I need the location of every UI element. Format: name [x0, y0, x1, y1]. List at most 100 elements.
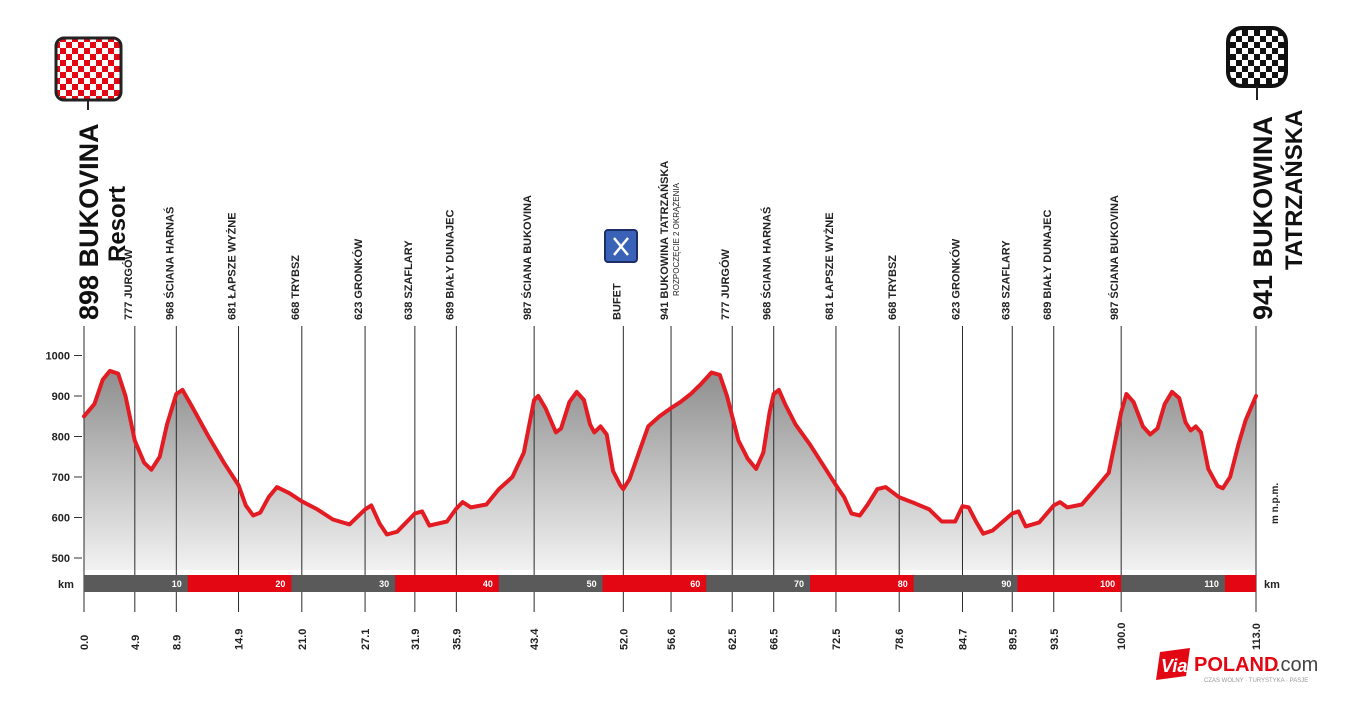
km-bar-segment — [1017, 575, 1122, 592]
waypoint-label: 689 BIAŁY DUNAJEC — [1042, 210, 1054, 320]
waypoint-name: 681 ŁAPSZE WYŻNE — [823, 212, 836, 320]
waypoint-label: 638 SZAFLARY — [1000, 240, 1012, 320]
waypoint-label: 941 BUKOWINA TATRZAŃSKA ROZPOCZĘCIE 2 OKR… — [658, 161, 681, 320]
waypoint-label: 987 ŚCIANA BUKOVINA — [521, 195, 534, 320]
waypoint-label: 623 GRONKÓW — [352, 238, 365, 320]
km-label: 93.5 — [1049, 629, 1061, 650]
km-label: 52.0 — [618, 629, 630, 650]
black-checkered-flag-icon — [1226, 26, 1288, 88]
km-label: 27.1 — [360, 629, 372, 650]
waypoint-label: 668 TRYBSZ — [290, 255, 302, 320]
km-label: 31.9 — [410, 629, 422, 650]
y-tick-label: 600 — [52, 513, 70, 525]
waypoint-labels: 777 JURGÓW 968 ŚCIANA HARNAŚ 681 ŁAPSZE WY… — [122, 161, 1121, 320]
km-label: 21.0 — [297, 629, 309, 650]
profile-area-fill — [84, 370, 1256, 570]
waypoint-name: 681 ŁAPSZE WYŻNE — [226, 212, 239, 320]
waypoint-name: BUFET — [611, 283, 623, 320]
km-bar-segment — [706, 575, 811, 592]
y-tick-label: 500 — [52, 553, 70, 565]
km-label: 8.9 — [171, 635, 183, 650]
km-bar-segment — [602, 575, 707, 592]
km-bar-tick-label: 90 — [1001, 579, 1011, 589]
y-axis: 500 600 700 800 900 1000 m n.p.m. — [46, 351, 1281, 566]
start-label: 898 BUKOVINA Resort — [74, 123, 131, 320]
km-bar-label-right: km — [1264, 579, 1280, 591]
km-label: 62.5 — [727, 629, 739, 650]
km-label: 84.7 — [957, 629, 969, 650]
waypoint-name: 638 SZAFLARY — [403, 240, 415, 320]
km-bar-tick-label: 10 — [172, 579, 182, 589]
km-bar-segment — [1121, 575, 1225, 592]
km-label: 89.5 — [1007, 629, 1019, 650]
start-label-main: 898 BUKOVINA — [74, 123, 104, 320]
waypoint-label: 681 ŁAPSZE WYŻNE — [823, 212, 836, 320]
waypoint-label: 638 SZAFLARY — [403, 240, 415, 320]
waypoint-label: 968 ŚCIANA HARNAŚ — [163, 207, 176, 320]
km-bar-tick-label: 20 — [275, 579, 285, 589]
finish-flag — [1226, 26, 1288, 100]
waypoint-name: 623 GRONKÓW — [949, 238, 962, 320]
red-checkered-flag-icon — [54, 36, 123, 102]
km-bar-tick-label: 40 — [483, 579, 493, 589]
y-tick-label: 1000 — [46, 351, 70, 363]
waypoint-name: 968 ŚCIANA HARNAŚ — [163, 207, 176, 320]
km-bar-tick-label: 30 — [379, 579, 389, 589]
waypoint-name: 689 BIAŁY DUNAJEC — [444, 210, 456, 320]
km-label: 14.9 — [234, 629, 246, 650]
waypoint-label: 777 JURGÓW — [719, 248, 732, 320]
km-label: 4.9 — [130, 635, 142, 650]
waypoint-name: 777 JURGÓW — [719, 248, 732, 320]
waypoint-name: 968 ŚCIANA HARNAŚ — [761, 207, 774, 320]
km-bar-segment — [291, 575, 396, 592]
km-label: 78.6 — [894, 629, 906, 650]
waypoint-name: 777 JURGÓW — [122, 248, 135, 320]
km-bar-tick-label: 50 — [587, 579, 597, 589]
y-tick-label: 700 — [52, 472, 70, 484]
km-label: 113.0 — [1251, 623, 1263, 650]
km-label: 43.4 — [529, 628, 541, 650]
km-label: 0.0 — [79, 635, 91, 650]
km-bar: 10 20 30 40 50 60 70 80 90 100 110 km km — [58, 575, 1280, 592]
km-bar-label-left: km — [58, 579, 74, 591]
km-label: 66.5 — [769, 629, 781, 650]
start-label-sub: Resort — [104, 186, 131, 262]
waypoint-name: 987 ŚCIANA BUKOVINA — [1108, 195, 1121, 320]
km-bar-tick-label: 70 — [794, 579, 804, 589]
km-label: 35.9 — [451, 629, 463, 650]
logo-mark — [1156, 648, 1190, 680]
waypoint-label: 987 ŚCIANA BUKOVINA — [1108, 195, 1121, 320]
waypoint-label: 968 ŚCIANA HARNAŚ — [761, 207, 774, 320]
waypoint-name: 668 TRYBSZ — [290, 255, 302, 320]
km-bar-segment — [913, 575, 1018, 592]
waypoint-name: 623 GRONKÓW — [352, 238, 365, 320]
waypoint-label: BUFET — [611, 283, 623, 320]
km-bar-segment — [1224, 575, 1256, 592]
waypoint-lines — [83, 326, 1257, 612]
km-label: 100.0 — [1116, 622, 1128, 650]
y-unit-label: m n.p.m. — [1270, 483, 1281, 524]
finish-label-main: 941 BUKOWINA — [1248, 116, 1278, 320]
waypoint-subtitle: ROZPOCZĘCIE 2 OKRĄŻENIA — [672, 182, 681, 296]
logo-brand-via: Via — [1161, 656, 1187, 676]
finish-label-sub: TATRZAŃSKA — [1280, 110, 1308, 270]
waypoint-name: 689 BIAŁY DUNAJEC — [1042, 210, 1054, 320]
km-label: 72.5 — [831, 629, 843, 650]
y-tick-label: 800 — [52, 432, 70, 444]
km-label: 56.6 — [666, 629, 678, 650]
km-bar-segment — [187, 575, 292, 592]
waypoint-name: 638 SZAFLARY — [1000, 240, 1012, 320]
logo-tagline: CZAS WOLNY · TURYSTYKA · PASJE — [1204, 678, 1308, 684]
profile-line — [82, 368, 1258, 537]
km-bar-segment — [810, 575, 914, 592]
finish-label: 941 BUKOWINA TATRZAŃSKA — [1248, 110, 1308, 320]
km-bar-segment — [395, 575, 499, 592]
start-flag — [54, 36, 123, 110]
waypoint-label: 689 BIAŁY DUNAJEC — [444, 210, 456, 320]
waypoint-label: 681 ŁAPSZE WYŻNE — [226, 212, 239, 320]
waypoint-name: 668 TRYBSZ — [887, 255, 899, 320]
logo-brand-com: .com — [1275, 654, 1318, 676]
bufet-marker — [604, 229, 638, 263]
km-bar-tick-label: 60 — [690, 579, 700, 589]
